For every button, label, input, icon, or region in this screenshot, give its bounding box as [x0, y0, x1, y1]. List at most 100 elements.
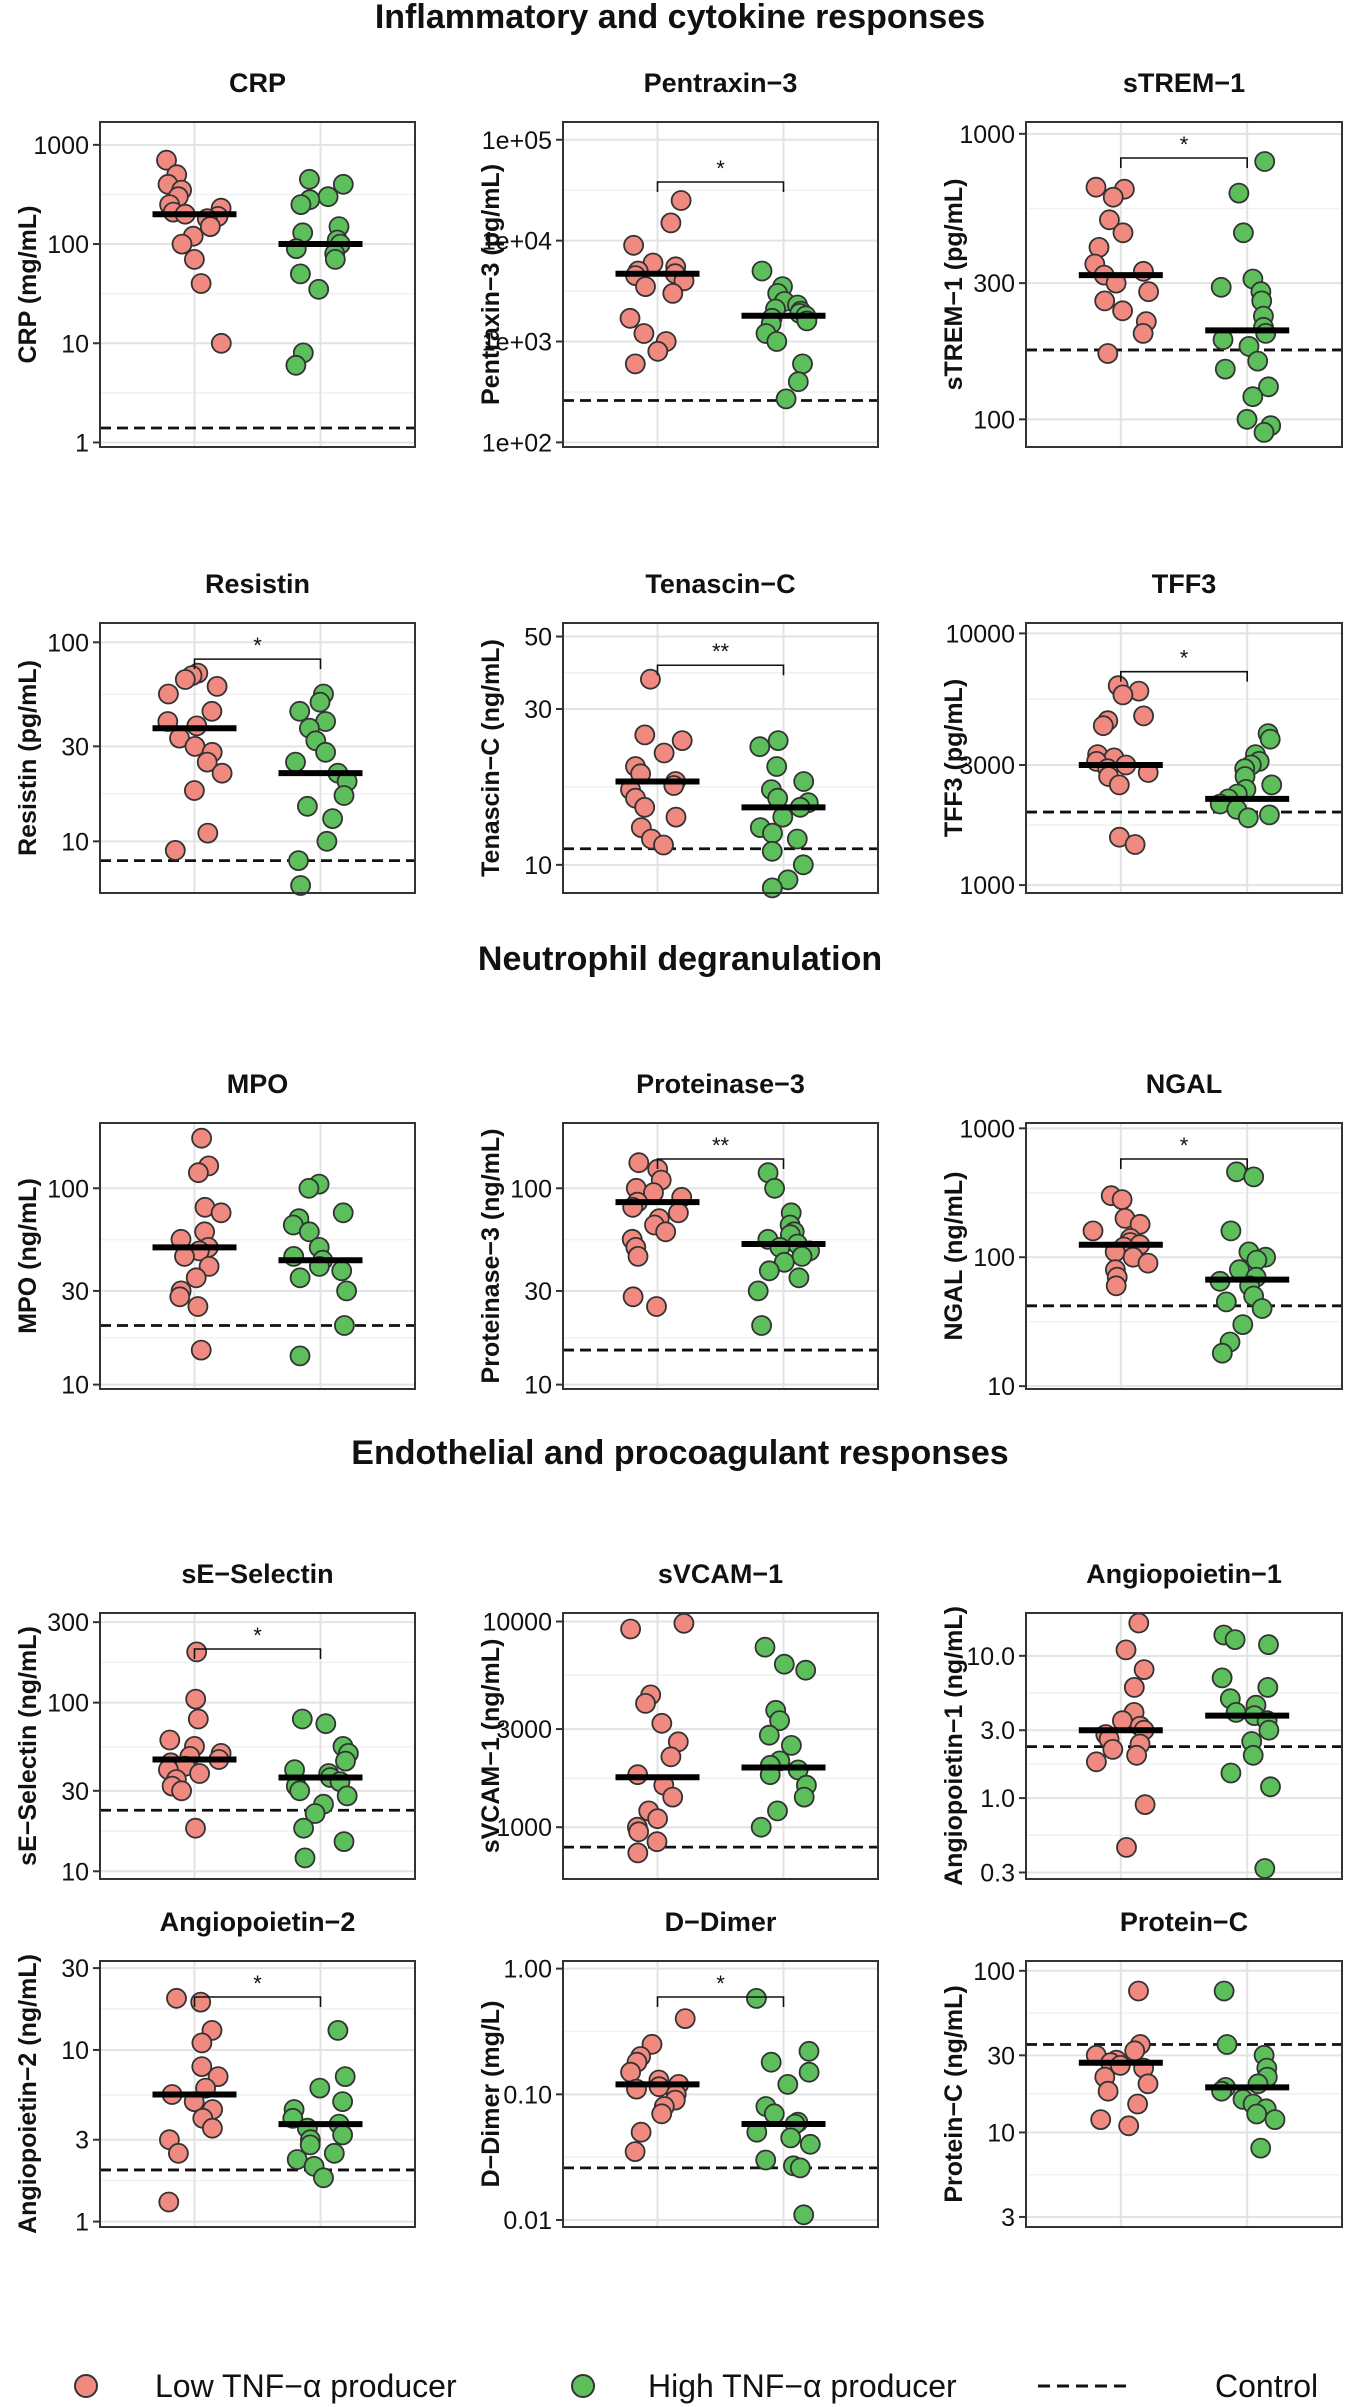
data-point-low: [634, 796, 656, 818]
data-point-low: [157, 683, 179, 705]
data-point-low: [1112, 300, 1133, 322]
data-point-high: [781, 1735, 802, 1756]
data-point-low: [671, 730, 693, 751]
plot-area: [1026, 623, 1342, 893]
panel-frame: [1025, 1612, 1343, 1880]
data-point-low: [191, 1127, 213, 1149]
data-point-low: [1097, 2080, 1119, 2102]
y-tick-label: 0.10: [503, 2081, 552, 2109]
data-point-high: [298, 1177, 320, 1199]
panel-frame: [562, 1960, 879, 2228]
section-title-inflammatory: Inflammatory and cytokine responses: [375, 0, 985, 36]
y-tick-label: 30: [61, 1955, 89, 1983]
y-axis-label: sE−Selectin (ng/mL): [14, 1626, 42, 1866]
data-point-high: [795, 1659, 817, 1681]
data-point-low: [206, 676, 228, 697]
data-point-low: [201, 700, 223, 722]
data-point-high: [760, 2051, 782, 2073]
y-tick-label: 100: [973, 1244, 1015, 1272]
data-point-low: [171, 233, 193, 255]
significance-label: *: [1180, 1133, 1189, 1158]
data-point-low: [1099, 209, 1120, 231]
data-point-low: [634, 724, 656, 746]
data-point-high: [333, 1315, 355, 1336]
data-point-low: [156, 149, 177, 171]
panel-frame: [1025, 121, 1343, 448]
data-point-low: [624, 353, 646, 375]
y-tick-label: 10: [524, 1372, 552, 1400]
panel-frame: [1025, 1960, 1343, 2228]
data-point-low: [1132, 322, 1154, 344]
y-axis-label: Angiopoietin−1 (ng/mL): [940, 1606, 968, 1886]
data-point-low: [662, 282, 684, 304]
data-point-low: [1133, 705, 1154, 727]
y-tick-label: 3.0: [980, 1717, 1015, 1745]
data-point-low: [1111, 1189, 1133, 1210]
y-axis-label: Proteinase−3 (ng/mL): [477, 1129, 505, 1384]
panel-title: Pentraxin−3: [644, 68, 798, 98]
y-tick-label: 1.00: [503, 1956, 552, 1984]
section-title-endothelial: Endothelial and procoagulant responses: [351, 1434, 1008, 1472]
y-tick-label: 1e+03: [482, 329, 552, 357]
y-tick-label: 10000: [945, 620, 1015, 648]
panel-frame: [99, 1960, 416, 2228]
y-axis-label: D−Dimer (mg/L): [477, 2001, 505, 2188]
data-point-low: [1094, 290, 1116, 312]
data-point-low: [1116, 1837, 1137, 1858]
legend-high-label: High TNF−α producer: [648, 2368, 957, 2404]
data-point-high: [1237, 807, 1259, 829]
data-point-high: [750, 1816, 772, 1838]
data-point-high: [335, 1750, 356, 1772]
data-point-high: [793, 2204, 815, 2226]
data-point-high: [322, 808, 344, 829]
data-point-low: [1082, 1220, 1104, 1242]
panel-seselectin: 10 30 100 300 * sE−Selectin sE−Selectin (ng/mL…: [14, 1559, 416, 1886]
significance-label: *: [716, 1971, 725, 1996]
data-point-low: [655, 1221, 677, 1243]
data-point-low: [1086, 1751, 1107, 1773]
data-point-high: [747, 1280, 769, 1302]
data-point-high: [336, 1785, 358, 1807]
data-point-high: [1228, 182, 1250, 204]
data-point-low: [186, 1641, 208, 1663]
panel-crp: 1 10 100 1000 CRP CRP (mg/mL): [14, 68, 416, 457]
data-point-low: [651, 2103, 673, 2125]
panel-resistin: 10 30 100 * Resistin Resistin (pg/mL): [14, 569, 416, 896]
data-point-low: [184, 736, 206, 757]
data-point-high: [761, 877, 783, 899]
data-point-low: [210, 1202, 232, 1224]
panel-title: sTREM−1: [1123, 68, 1245, 98]
data-point-low: [665, 806, 687, 828]
data-point-high: [324, 248, 346, 270]
data-point-low: [158, 2191, 180, 2213]
data-point-low: [630, 2121, 652, 2143]
data-point-low: [653, 834, 674, 856]
data-point-low: [622, 1286, 644, 1308]
y-axis-label: NGAL (ng/mL): [940, 1172, 968, 1341]
data-point-low: [1137, 2073, 1159, 2095]
data-point-high: [1236, 408, 1258, 430]
data-point-high: [1246, 2103, 1268, 2125]
data-point-high: [1232, 1314, 1254, 1335]
data-point-low: [1126, 1744, 1147, 1766]
plot-area: [100, 1961, 415, 2227]
plot-area: [100, 623, 415, 893]
data-point-high: [1225, 1702, 1247, 1723]
data-point-high: [313, 2167, 334, 2189]
y-tick-label: 1e+02: [482, 429, 552, 457]
data-point-high: [288, 850, 309, 871]
panel-title: MPO: [227, 1069, 289, 1099]
data-point-high: [789, 2157, 811, 2179]
data-point-high: [308, 278, 330, 300]
y-axis-label: TFF3 (pg/mL): [940, 679, 968, 837]
y-tick-label: 1000: [959, 1115, 1015, 1143]
data-point-high: [1257, 1677, 1279, 1698]
y-tick-label: 300: [973, 270, 1015, 298]
data-point-low: [164, 840, 186, 861]
y-tick-label: 10: [61, 1858, 89, 1886]
significance-bracket: [656, 181, 785, 192]
data-point-high: [1242, 386, 1264, 408]
data-point-low: [171, 1780, 193, 1802]
data-point-low: [169, 1286, 191, 1308]
data-point-high: [793, 771, 815, 792]
